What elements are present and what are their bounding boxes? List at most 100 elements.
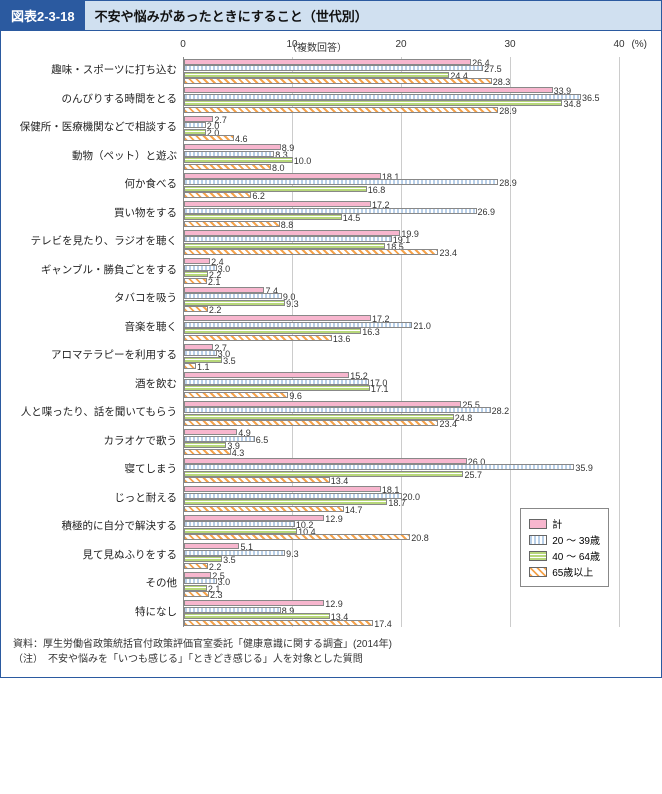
bar-g40_64: 14.5 <box>184 214 342 220</box>
bar-g40_64: 25.7 <box>184 471 463 477</box>
bar-value: 28.9 <box>499 178 517 188</box>
legend-label: 65歳以上 <box>552 564 593 579</box>
bar-g20_39: 27.5 <box>184 65 483 71</box>
bar-value: 3.5 <box>223 555 236 565</box>
bar-value: 26.9 <box>478 207 496 217</box>
bar-g40_64: 16.8 <box>184 186 367 192</box>
x-axis: （複数回答） 010203040(%) <box>183 39 619 57</box>
bar-group: 4.96.53.94.3 <box>183 428 619 457</box>
category-label: テレビを見たり、ラジオを聴く <box>13 236 183 248</box>
bar-g40_64: 24.4 <box>184 72 449 78</box>
x-tick: 30 <box>504 39 515 50</box>
figure-title: 不安や悩みがあったときにすること（世代別） <box>85 1 378 30</box>
category-row: 動物（ペット）と遊ぶ8.98.310.08.0 <box>13 143 649 172</box>
category-row: 寝てしまう26.035.925.713.4 <box>13 456 649 485</box>
category-label: タバコを吸う <box>13 293 183 305</box>
category-label: 特になし <box>13 607 183 619</box>
source-line: 資料：厚生労働省政策統括官付政策評価官室委託「健康意識に関する調査」(2014年… <box>13 637 649 652</box>
bar-g40_64: 24.8 <box>184 414 454 420</box>
category-label: 積極的に自分で解決する <box>13 521 183 533</box>
response-note: （複数回答） <box>183 39 353 54</box>
bar-group: 18.128.916.86.2 <box>183 171 619 200</box>
legend-swatch <box>529 535 547 545</box>
legend-label: 20 ～ 39歳 <box>552 532 600 547</box>
bar-g65p: 23.4 <box>184 420 438 426</box>
bar-g65p: 20.8 <box>184 534 410 540</box>
bar-value: 6.5 <box>256 435 269 445</box>
bar-total: 26.0 <box>184 458 467 464</box>
bar-total: 2.5 <box>184 572 211 578</box>
bar-g65p: 2.3 <box>184 591 209 597</box>
plot: （複数回答） 010203040(%) 趣味・スポーツに打ち込む26.427.5… <box>13 39 649 627</box>
bar-value: 9.3 <box>286 549 299 559</box>
bar-g65p: 13.4 <box>184 477 330 483</box>
category-label: のんびりする時間をとる <box>13 94 183 106</box>
legend-label: 計 <box>552 516 562 531</box>
bar-g65p: 13.6 <box>184 335 332 341</box>
bar-g20_39: 17.0 <box>184 379 369 385</box>
bar-g20_39: 2.0 <box>184 122 206 128</box>
bar-g65p: 2.2 <box>184 563 208 569</box>
bar-g20_39: 35.9 <box>184 464 574 470</box>
bar-total: 33.9 <box>184 87 553 93</box>
bar-value: 24.8 <box>455 413 473 423</box>
bar-g40_64: 18.5 <box>184 243 385 249</box>
category-label: その他 <box>13 578 183 590</box>
bar-g20_39: 28.2 <box>184 407 491 413</box>
legend-item: 20 ～ 39歳 <box>529 532 600 547</box>
category-row: アロマテラピーを利用する2.73.03.51.1 <box>13 342 649 371</box>
bar-g40_64: 17.1 <box>184 385 370 391</box>
note-line: （注） 不安や悩みを「いつも感じる」「ときどき感じる」人を対象とした質問 <box>13 652 649 667</box>
category-label: 見て見ぬふりをする <box>13 550 183 562</box>
bar-g40_64: 2.0 <box>184 129 206 135</box>
bar-group: 2.43.02.22.1 <box>183 257 619 286</box>
bar-value: 18.7 <box>388 498 406 508</box>
bar-g65p: 4.6 <box>184 135 234 141</box>
category-label: 何か食べる <box>13 179 183 191</box>
legend-item: 40 ～ 64歳 <box>529 548 600 563</box>
title-bar: 図表2-3-18 不安や悩みがあったときにすること（世代別） <box>1 1 661 31</box>
bar-value: 16.3 <box>362 327 380 337</box>
bar-g65p: 28.9 <box>184 107 498 113</box>
legend-swatch <box>529 567 547 577</box>
bar-g20_39: 10.2 <box>184 521 295 527</box>
bar-g65p: 23.4 <box>184 249 438 255</box>
bar-group: 15.217.017.19.6 <box>183 371 619 400</box>
bar-g40_64: 3.9 <box>184 442 226 448</box>
chart-frame: 図表2-3-18 不安や悩みがあったときにすること（世代別） （複数回答） 01… <box>0 0 662 678</box>
bar-group: 26.035.925.713.4 <box>183 456 619 485</box>
legend: 計20 ～ 39歳40 ～ 64歳65歳以上 <box>520 508 609 587</box>
bar-g65p: 2.1 <box>184 278 207 284</box>
category-label: 酒を飲む <box>13 379 183 391</box>
bar-g65p: 6.2 <box>184 192 251 198</box>
bar-group: 2.73.03.51.1 <box>183 342 619 371</box>
bar-total: 18.1 <box>184 173 381 179</box>
bar-total: 5.1 <box>184 543 239 549</box>
category-row: 人と喋ったり、話を聞いてもらう25.528.224.823.4 <box>13 399 649 428</box>
bar-g65p: 17.4 <box>184 620 373 626</box>
bar-value: 12.9 <box>325 599 343 609</box>
category-row: 保健所・医療機関などで相談する2.72.02.04.6 <box>13 114 649 143</box>
category-label: アロマテラピーを利用する <box>13 350 183 362</box>
bar-group: 25.528.224.823.4 <box>183 399 619 428</box>
bar-value: 14.5 <box>343 213 361 223</box>
legend-swatch <box>529 551 547 561</box>
bar-value: 28.2 <box>492 406 510 416</box>
legend-swatch <box>529 519 547 529</box>
bar-g20_39: 6.5 <box>184 436 255 442</box>
bar-value: 21.0 <box>413 321 431 331</box>
bar-g65p: 8.8 <box>184 221 280 227</box>
bar-value: 10.0 <box>294 156 312 166</box>
category-row: タバコを吸う7.49.09.32.2 <box>13 285 649 314</box>
bar-g20_39: 8.9 <box>184 607 281 613</box>
bar-group: 8.98.310.08.0 <box>183 143 619 172</box>
bar-total: 17.2 <box>184 315 371 321</box>
bar-value: 27.5 <box>484 64 502 74</box>
bar-value: 16.8 <box>368 185 386 195</box>
bar-total: 18.1 <box>184 486 381 492</box>
bar-g20_39: 36.5 <box>184 94 581 100</box>
bar-total: 17.2 <box>184 201 371 207</box>
bar-value: 17.4 <box>374 619 392 629</box>
x-unit: (%) <box>631 39 647 50</box>
bar-value: 12.9 <box>325 514 343 524</box>
